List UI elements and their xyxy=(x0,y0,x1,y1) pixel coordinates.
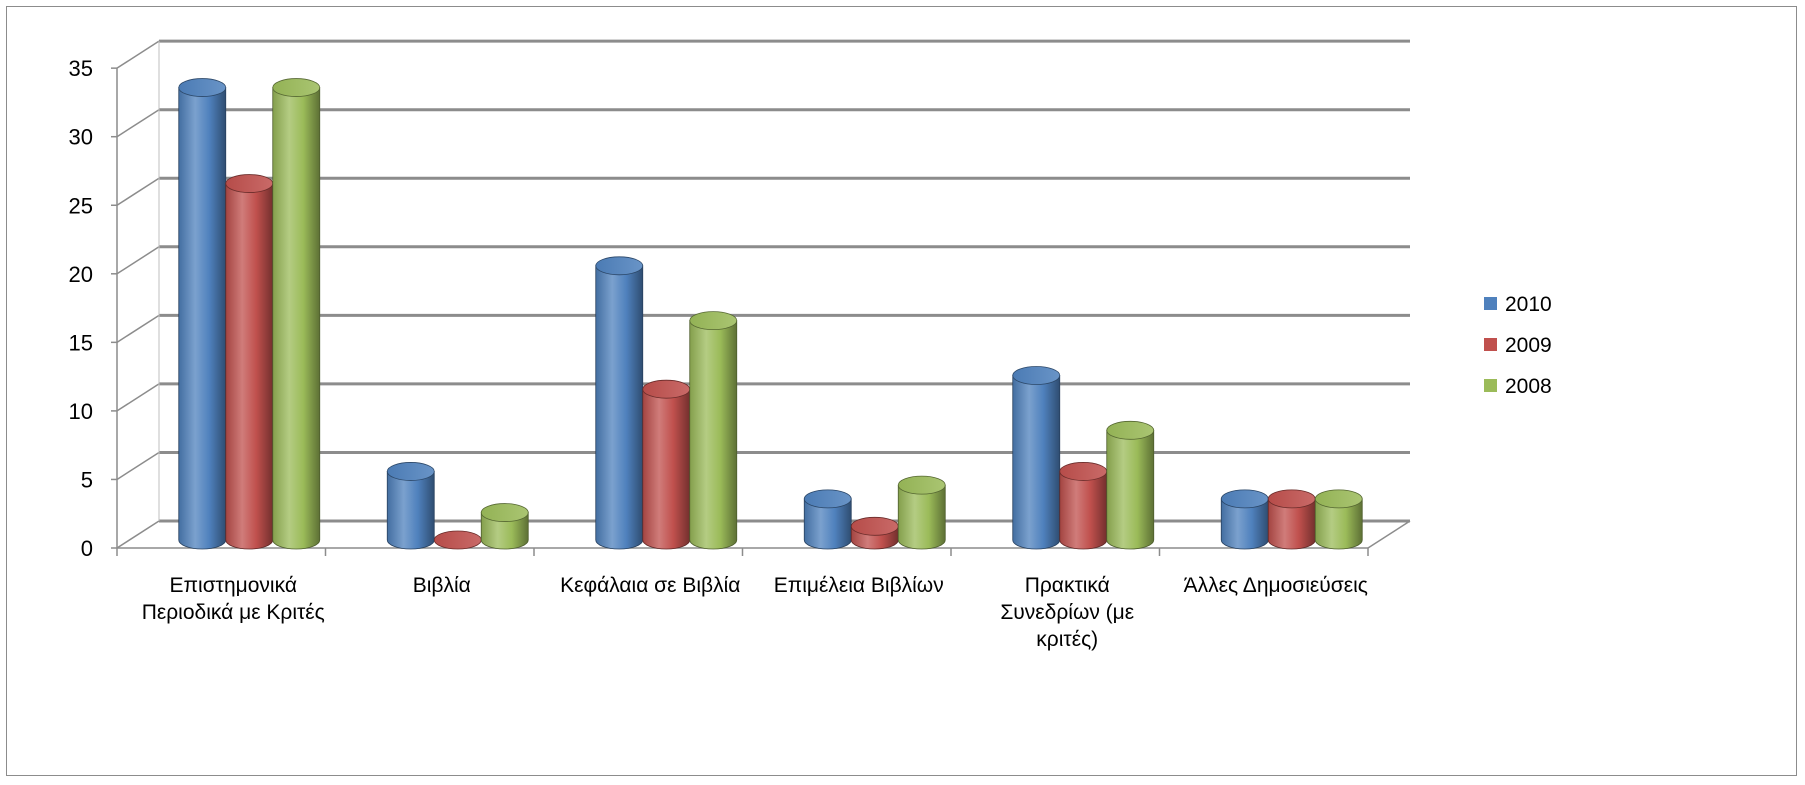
x-tick-label: Επιστημονικά Περιοδικά με Κριτές xyxy=(142,574,325,624)
legend-swatch xyxy=(1484,379,1497,392)
bar-body xyxy=(1267,498,1316,550)
y-tick-label: 15 xyxy=(69,330,93,355)
bar xyxy=(1106,420,1155,550)
bar-body xyxy=(1220,498,1269,550)
gridlines xyxy=(116,39,1410,549)
bar xyxy=(272,78,321,550)
bar xyxy=(178,78,227,550)
bar-top xyxy=(850,516,899,536)
bar-top xyxy=(1012,366,1061,385)
bar-body xyxy=(1106,429,1155,550)
bar-top xyxy=(272,78,321,97)
bars xyxy=(178,78,1363,550)
bar-top xyxy=(1106,420,1155,440)
bar xyxy=(433,530,482,550)
bar-top xyxy=(1059,462,1108,481)
bar-top xyxy=(803,489,852,509)
bar-body xyxy=(689,320,738,550)
legend-label: 2009 xyxy=(1505,334,1552,357)
bar xyxy=(1314,489,1363,550)
floor-edge xyxy=(1367,520,1411,549)
x-tick-label: Πρακτικά Συνεδρίων (με κριτές) xyxy=(1000,574,1134,651)
bar-body xyxy=(595,265,644,550)
bar-body xyxy=(272,87,321,550)
bar-top xyxy=(642,379,691,399)
y-tick-label: 30 xyxy=(69,125,93,150)
bar xyxy=(1267,489,1316,550)
y-tick-label: 20 xyxy=(69,262,93,287)
y-tick-label: 0 xyxy=(81,536,93,561)
bar-body xyxy=(480,512,529,550)
bar-body xyxy=(897,484,946,550)
bar xyxy=(480,503,529,550)
bar-body xyxy=(1059,471,1108,550)
bar-top xyxy=(1220,489,1269,509)
bar xyxy=(1012,366,1061,550)
bar-top xyxy=(386,462,435,481)
x-tick-label: Βιβλία xyxy=(413,574,471,597)
x-tick-label: Κεφάλαια σε Βιβλία xyxy=(560,574,740,597)
y-tick-label: 35 xyxy=(69,56,93,81)
bar-top xyxy=(595,256,644,276)
bar-body xyxy=(386,471,435,550)
gridline-depth xyxy=(116,314,160,343)
bar-top xyxy=(1314,489,1363,509)
gridline-depth xyxy=(116,451,160,481)
bar-body xyxy=(225,183,274,550)
axis-labels: 0 5 10 15 20 25 30 35 Επιστημονικά Περιοδικά με Κ… xyxy=(69,56,1368,651)
bar xyxy=(225,174,274,550)
bar-top xyxy=(225,174,274,193)
gridline-depth xyxy=(116,109,160,138)
bar-body xyxy=(178,87,227,550)
bar-body xyxy=(803,498,852,550)
bar-top xyxy=(897,475,946,495)
bar xyxy=(595,256,644,550)
bar-body xyxy=(642,388,691,550)
x-tick-label: Άλλες Δημοσιεύσεις xyxy=(1184,574,1368,597)
bar-body xyxy=(1012,375,1061,550)
bar-body xyxy=(1314,498,1363,550)
gridline-depth xyxy=(116,520,160,549)
bar xyxy=(642,379,691,550)
bar-top xyxy=(1267,489,1316,509)
bar xyxy=(850,516,899,550)
bar-top xyxy=(433,530,482,550)
bar-top xyxy=(178,78,227,97)
gridline-depth xyxy=(116,40,160,69)
legend-label: 2008 xyxy=(1505,375,1552,398)
bar-top xyxy=(480,503,529,522)
bar xyxy=(1059,462,1108,550)
bar xyxy=(803,489,852,550)
legend-swatch xyxy=(1484,338,1497,351)
gridline-depth xyxy=(116,177,160,206)
gridline-depth xyxy=(116,383,160,412)
y-tick-label: 10 xyxy=(69,399,93,424)
gridline-depth xyxy=(116,246,160,275)
bar xyxy=(1220,489,1269,550)
legend: 2010 2009 2008 xyxy=(1484,293,1552,398)
bar xyxy=(689,311,738,550)
bar xyxy=(386,462,435,550)
bar-top xyxy=(689,311,738,331)
legend-label: 2010 xyxy=(1505,293,1552,316)
y-tick-label: 25 xyxy=(69,193,93,218)
x-tick-label: Επιμέλεια Βιβλίων xyxy=(774,574,944,597)
y-tick-label: 5 xyxy=(81,467,93,492)
axes xyxy=(111,41,1411,556)
bar xyxy=(897,475,946,550)
legend-swatch xyxy=(1484,297,1497,310)
